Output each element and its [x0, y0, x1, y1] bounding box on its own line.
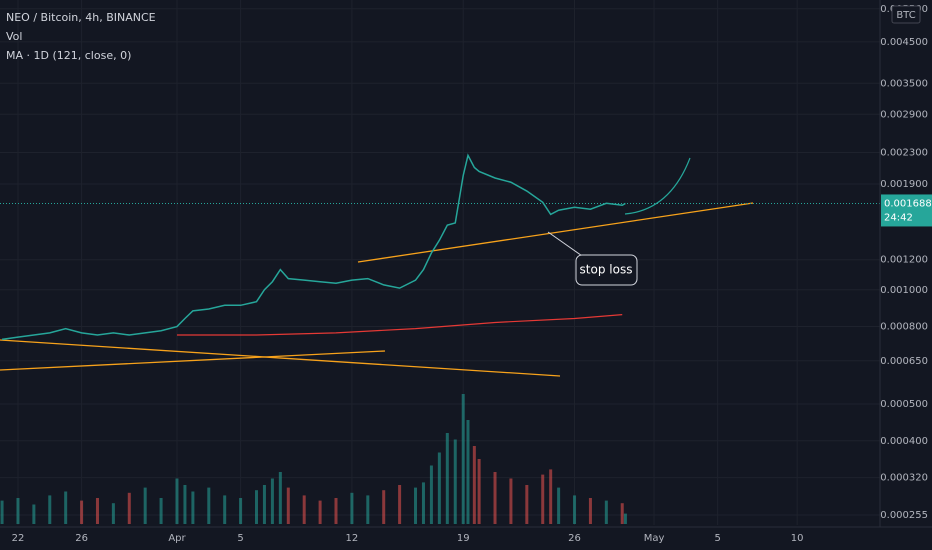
- legend-indicator: Vol: [6, 30, 22, 43]
- volume-bar: [239, 498, 243, 524]
- volume-bar: [278, 472, 282, 524]
- volume-bar: [445, 433, 449, 524]
- volume-bar: [334, 498, 338, 524]
- volume-bar: [604, 500, 608, 524]
- volume-bar: [191, 491, 195, 524]
- trend-line: [0, 339, 561, 377]
- volume-bar: [541, 474, 545, 524]
- volume-bar: [398, 485, 402, 524]
- volume-bar: [207, 487, 211, 524]
- volume-bar: [525, 485, 529, 524]
- volume-bar: [623, 513, 627, 524]
- plot: [0, 153, 880, 524]
- price-line: [1, 153, 626, 341]
- volume-bar: [453, 439, 457, 524]
- volume-bar: [557, 487, 561, 524]
- y-tick-label: 0.002900: [880, 109, 928, 120]
- y-tick-label: 0.004500: [880, 37, 928, 48]
- y-tick-label: 0.000255: [880, 510, 928, 521]
- volume-bar: [437, 452, 441, 524]
- callout-box: [575, 254, 638, 286]
- x-tick-label: 10: [791, 533, 804, 544]
- volume-bar: [620, 503, 624, 524]
- x-tick-label: 22: [12, 533, 25, 544]
- x-tick-label: 5: [714, 533, 720, 544]
- volume-bar: [64, 491, 68, 524]
- volume-bar: [549, 469, 553, 524]
- y-tick-label: 0.001000: [880, 285, 928, 296]
- last-price-label: 0.001688: [884, 198, 932, 209]
- volume-bar: [262, 485, 266, 524]
- legend-title: NEO / Bitcoin, 4h, BINANCE: [6, 11, 156, 24]
- y-tick-label: 0.002300: [880, 147, 928, 158]
- moving-average: [176, 314, 623, 336]
- currency: BTC: [896, 10, 915, 21]
- currency-badge: [891, 5, 921, 24]
- volume-bar: [32, 504, 36, 524]
- y-tick-label: 0.001200: [880, 255, 928, 266]
- volume-bar: [318, 500, 322, 524]
- y-tick-label: 0.000320: [880, 473, 928, 484]
- volume-bar: [573, 495, 577, 524]
- y-tick-label: 0.000650: [880, 356, 928, 367]
- volume-bar: [111, 503, 115, 524]
- volume-bar: [16, 498, 20, 524]
- x-tick-label: May: [644, 533, 665, 544]
- last-price-badge: [881, 194, 932, 227]
- trend-line: [357, 202, 754, 263]
- volume-bar: [143, 487, 147, 524]
- volume-bar: [159, 498, 163, 524]
- volume-bar: [175, 478, 179, 524]
- volume-bar: [382, 490, 386, 524]
- volume-bar: [286, 487, 290, 524]
- volume-bar: [270, 478, 274, 524]
- volume-bar: [509, 478, 513, 524]
- x-tick-label: 5: [237, 533, 243, 544]
- volume-bar: [429, 465, 433, 524]
- y-tick-label: 0.000500: [880, 399, 928, 410]
- volume-bar: [421, 482, 425, 524]
- projection-curve: [624, 157, 691, 215]
- volume-bar: [223, 495, 227, 524]
- y-tick-label: 0.000800: [880, 322, 928, 333]
- volume-bar: [366, 495, 370, 524]
- volume-bar: [588, 498, 592, 524]
- volume-bar: [477, 459, 481, 524]
- x-tick-label: 19: [457, 533, 470, 544]
- volume-bar: [254, 490, 258, 524]
- volume-bar: [48, 495, 52, 524]
- axis-labels: 0.0055000.0045000.0035000.0029000.002300…: [12, 4, 932, 544]
- volume-bar: [466, 420, 470, 524]
- y-tick-label: 0.000400: [880, 436, 928, 447]
- volume-bar: [127, 492, 131, 524]
- volume-bar: [414, 487, 418, 524]
- volume-bar: [302, 495, 306, 524]
- y-tick-label: 0.003500: [880, 78, 928, 89]
- volume-bar: [493, 472, 497, 524]
- callout-text: stop loss: [580, 263, 633, 277]
- x-tick-label: 26: [75, 533, 88, 544]
- x-tick-label: 12: [346, 533, 359, 544]
- x-tick-label: 26: [568, 533, 581, 544]
- trend-line: [0, 350, 386, 371]
- legend-indicator: MA · 1D (121, close, 0): [6, 49, 131, 62]
- volume-bar: [461, 394, 465, 524]
- price-axis: [880, 0, 932, 550]
- volume-bar: [350, 492, 354, 524]
- volume-bar: [183, 485, 187, 524]
- volume-bar: [95, 498, 99, 524]
- volume-bar: [0, 500, 4, 524]
- callout-pointer: [547, 231, 586, 259]
- y-tick-label: 0.001900: [880, 179, 928, 190]
- countdown: 24:42: [884, 212, 913, 223]
- volume-bar: [472, 446, 476, 524]
- x-tick-label: Apr: [168, 533, 186, 544]
- volume-bar: [80, 500, 84, 524]
